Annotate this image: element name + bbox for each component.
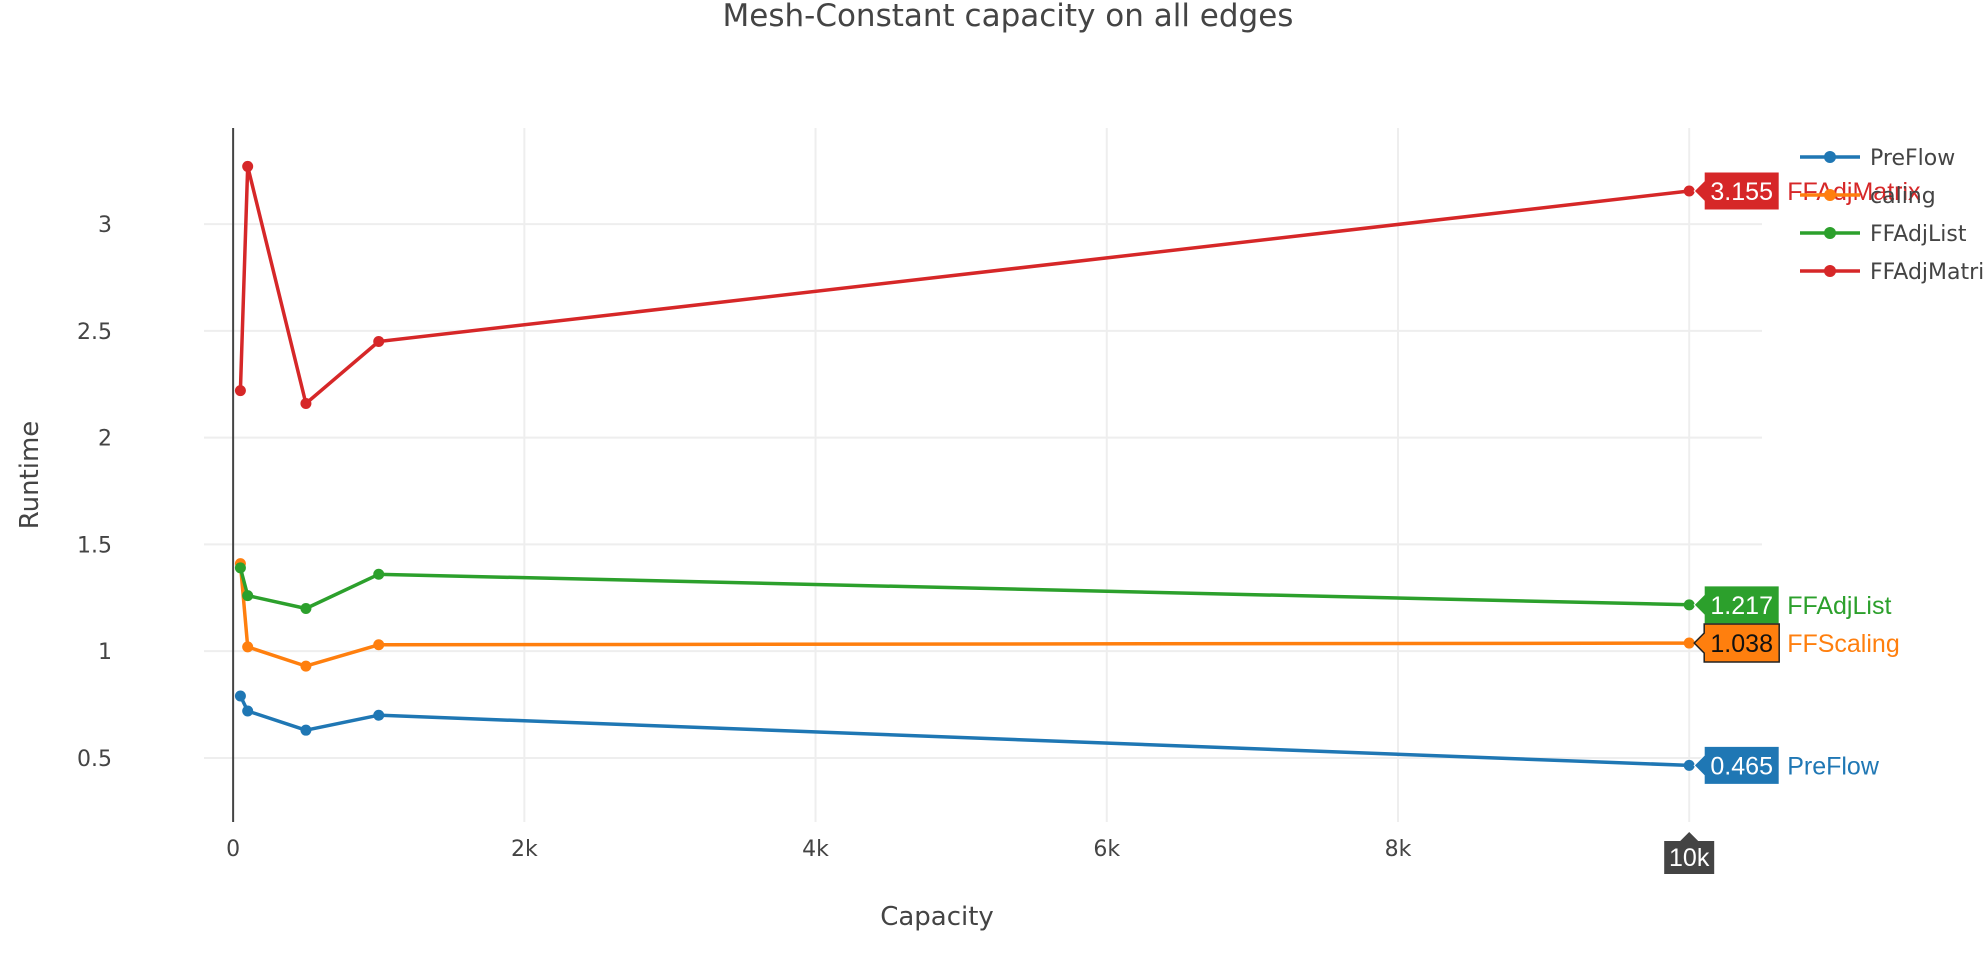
x-axis-title: Capacity: [880, 902, 994, 932]
axes: 0 2k 4k 6k 8k 0.5 1 1.5 2 2.5 3: [77, 128, 1412, 862]
y-tick-label: 3: [98, 213, 112, 238]
hover-series-name: FFAdjMatrix: [1787, 178, 1921, 206]
data-point-ffscaling[interactable]: [300, 660, 312, 672]
hover-value: 0.465: [1710, 752, 1773, 780]
hover-value: 1.217: [1710, 592, 1773, 620]
legend-marker: [1824, 265, 1836, 277]
legend-marker: [1824, 151, 1836, 163]
series-line-ffadjlist: [238, 567, 1690, 611]
x-tick-label: 2k: [511, 837, 538, 862]
hover-box: [1693, 171, 1780, 211]
y-axis-title: Runtime: [15, 421, 45, 530]
x-tick-label: 8k: [1385, 837, 1412, 862]
y-tick-label: 1: [98, 640, 112, 665]
hover-series-name: FFScaling: [1787, 630, 1900, 658]
hover-series-name: PreFlow: [1787, 752, 1880, 780]
legend-label: FFAdjMatri: [1870, 260, 1984, 285]
series-line-preflow: [238, 695, 1690, 768]
legend-item-ffscaling[interactable]: caling: [1800, 184, 1936, 209]
grid: [204, 128, 1762, 822]
hover-box: [1693, 585, 1780, 625]
hover-series-name: FFAdjList: [1787, 592, 1891, 620]
hover-x-label: 10k: [1669, 844, 1710, 872]
data-point-ffadjlist[interactable]: [1683, 599, 1695, 611]
legend-label: FFAdjList: [1870, 222, 1967, 247]
hover-labels: 3.155 FFAdjMatrix 1.217 FFAdjList 1.038 FFSca…: [1664, 171, 1921, 874]
hover-value: 1.038: [1710, 630, 1773, 658]
data-point-ffadjmatrix[interactable]: [373, 336, 385, 348]
data-point-ffadjmatrix[interactable]: [242, 160, 254, 172]
data-point-ffadjmatrix[interactable]: [234, 385, 246, 397]
hover-value: 3.155: [1710, 178, 1773, 206]
hover-box: [1693, 623, 1780, 663]
legend-label: caling: [1870, 184, 1936, 209]
data-point-preflow[interactable]: [300, 724, 312, 736]
hover-box: [1693, 745, 1780, 785]
data-point-ffscaling[interactable]: [242, 641, 254, 653]
legend-marker: [1824, 227, 1836, 239]
data-point-ffadjmatrix[interactable]: [300, 397, 312, 409]
chart-title: Mesh-Constant capacity on all edges: [723, 0, 1294, 34]
y-tick-label: 2: [98, 427, 112, 452]
y-tick-label: 0.5: [77, 747, 112, 772]
y-tick-label: 2.5: [77, 320, 112, 345]
data-point-preflow[interactable]: [1683, 759, 1695, 771]
hover-x-box: [1664, 832, 1715, 874]
y-tick-label: 1.5: [77, 533, 112, 558]
legend-marker: [1824, 189, 1836, 201]
data-point-ffadjlist[interactable]: [300, 602, 312, 614]
data-point-ffscaling[interactable]: [373, 639, 385, 651]
legend-item-ffadjlist[interactable]: FFAdjList: [1800, 222, 1967, 247]
data-point-ffadjlist[interactable]: [234, 562, 246, 574]
legend-item-ffadjmatrix[interactable]: FFAdjMatri: [1800, 260, 1984, 285]
x-tick-label: 0: [226, 837, 240, 862]
series-line-ffadjmatrix: [238, 164, 1690, 406]
data-point-ffadjlist[interactable]: [242, 590, 254, 602]
data-point-ffscaling[interactable]: [1683, 637, 1695, 649]
data-point-preflow[interactable]: [242, 705, 254, 717]
data-point-preflow[interactable]: [373, 709, 385, 721]
data-point-ffadjmatrix[interactable]: [1683, 185, 1695, 197]
legend-item-preflow[interactable]: PreFlow: [1800, 146, 1955, 171]
series-group: [234, 160, 1695, 771]
legend[interactable]: PreFlow caling FFAdjList FFAdjMatri: [1800, 146, 1984, 285]
x-tick-label: 6k: [1093, 837, 1120, 862]
data-point-preflow[interactable]: [234, 690, 246, 702]
x-tick-label: 4k: [802, 837, 829, 862]
legend-label: PreFlow: [1870, 146, 1955, 171]
data-point-ffadjlist[interactable]: [373, 568, 385, 580]
